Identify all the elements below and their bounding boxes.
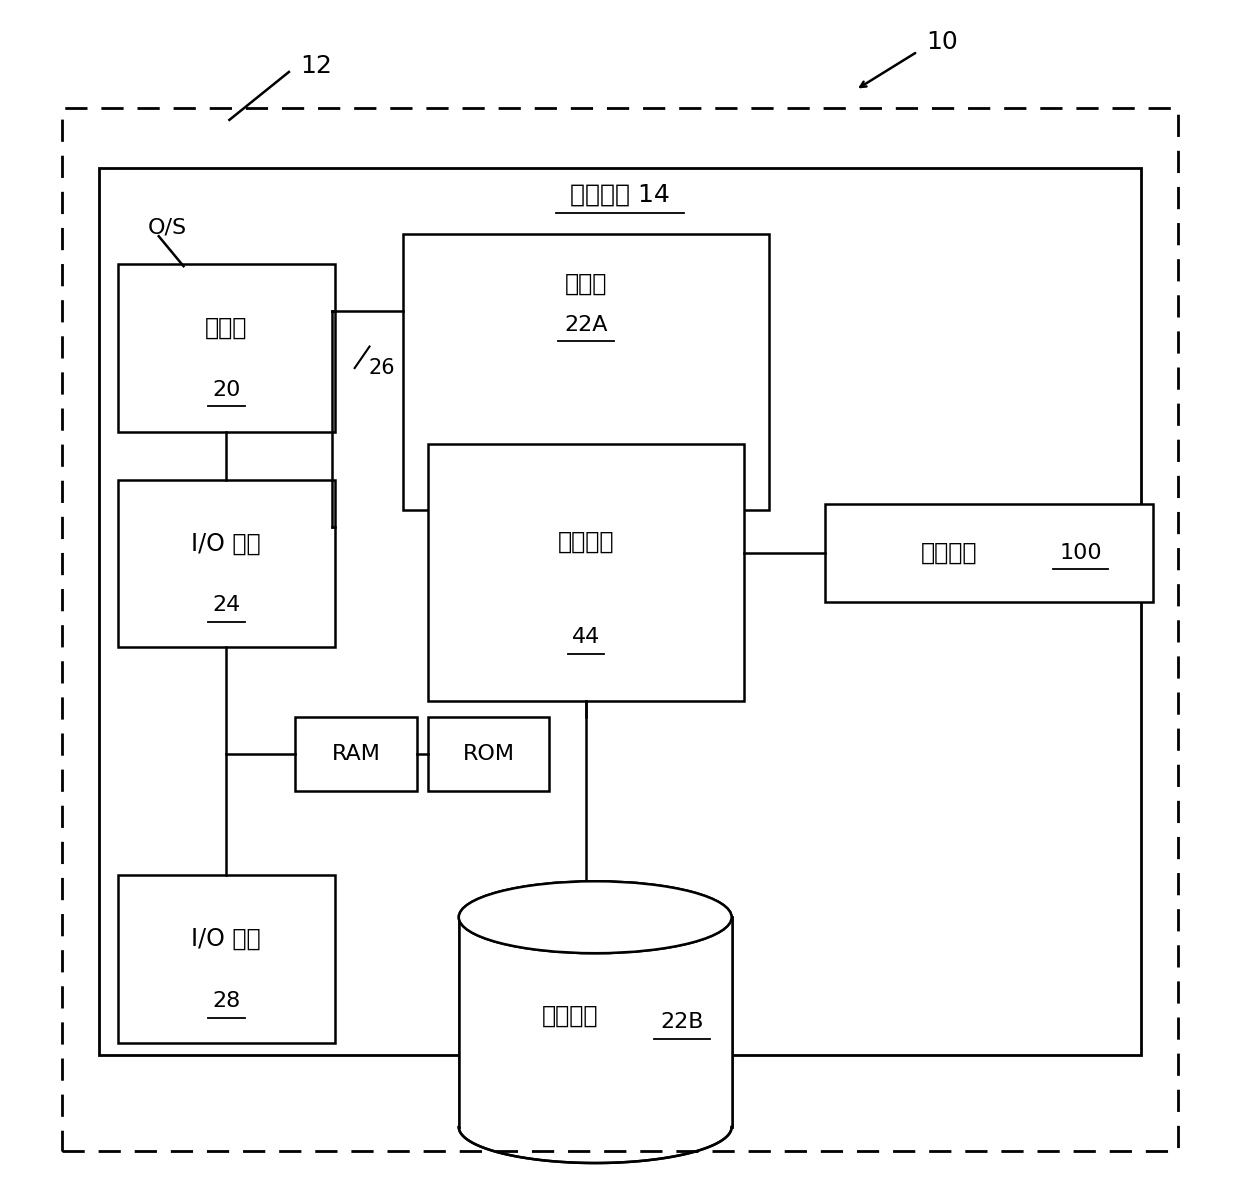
Polygon shape — [459, 917, 732, 1127]
Text: 程序控制: 程序控制 — [558, 530, 614, 554]
Text: 存储系统: 存储系统 — [542, 1004, 599, 1029]
Text: ROM: ROM — [463, 745, 515, 764]
Text: 10: 10 — [926, 30, 959, 54]
Text: 22A: 22A — [564, 315, 608, 335]
Bar — [428, 717, 549, 791]
Text: 计算装置 14: 计算装置 14 — [570, 182, 670, 206]
Text: 26: 26 — [368, 359, 396, 378]
Text: 44: 44 — [572, 627, 600, 647]
Bar — [403, 234, 769, 510]
Text: 22B: 22B — [660, 1012, 704, 1032]
Bar — [428, 444, 744, 701]
Text: O/S: O/S — [148, 218, 187, 237]
Text: 20: 20 — [212, 380, 241, 399]
Text: RAM: RAM — [331, 745, 381, 764]
Bar — [295, 717, 417, 791]
Bar — [118, 480, 335, 647]
Bar — [118, 875, 335, 1043]
Ellipse shape — [459, 881, 732, 953]
Text: 处理器: 处理器 — [205, 315, 248, 339]
Text: I/O 接口: I/O 接口 — [191, 531, 262, 555]
Ellipse shape — [459, 881, 732, 953]
Text: 24: 24 — [212, 596, 241, 615]
Text: 100: 100 — [1060, 543, 1102, 562]
Text: 12: 12 — [300, 54, 332, 78]
Bar — [99, 168, 1141, 1055]
Text: 计算工具: 计算工具 — [921, 541, 977, 565]
Text: 存储器: 存储器 — [564, 271, 608, 295]
Bar — [62, 108, 1178, 1151]
Text: I/O 装置: I/O 装置 — [191, 927, 262, 951]
Text: 28: 28 — [212, 992, 241, 1011]
Bar — [118, 264, 335, 432]
Bar — [825, 504, 1153, 602]
